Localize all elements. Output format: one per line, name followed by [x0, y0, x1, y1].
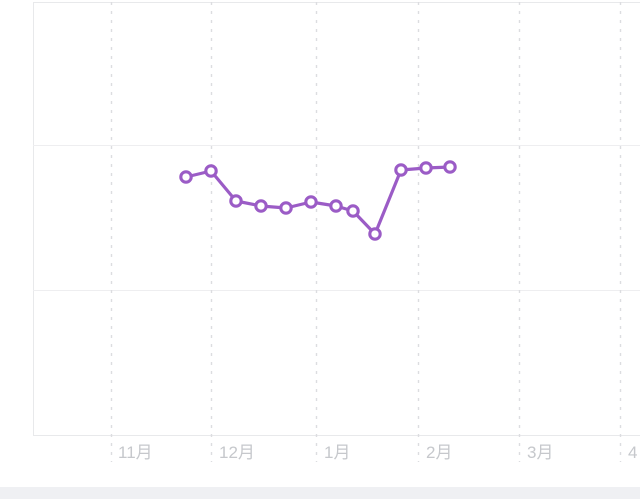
data-point[interactable]: [329, 199, 343, 213]
data-point[interactable]: [394, 163, 408, 177]
x-tick-label-0: 11月: [118, 443, 153, 462]
data-point[interactable]: [229, 194, 243, 208]
x-tick-label-4: 3月: [527, 443, 554, 462]
data-point[interactable]: [443, 160, 457, 174]
x-tick-label-3: 2月: [426, 443, 453, 462]
data-point[interactable]: [368, 227, 382, 241]
data-point[interactable]: [254, 199, 268, 213]
data-series: [179, 160, 457, 241]
horizontal-gridlines: [33, 145, 640, 291]
data-point[interactable]: [304, 195, 318, 209]
data-point[interactable]: [279, 201, 293, 215]
x-tick-label-5: 4: [628, 443, 638, 462]
data-point[interactable]: [419, 161, 433, 175]
series-markers: [179, 160, 457, 241]
x-tick-label-1: 12月: [219, 443, 255, 462]
data-point[interactable]: [346, 204, 360, 218]
x-tick-label-2: 1月: [324, 443, 351, 462]
footer-strip: [0, 487, 640, 499]
data-point[interactable]: [204, 164, 218, 178]
chart-background: [0, 0, 640, 487]
data-point[interactable]: [179, 170, 193, 184]
